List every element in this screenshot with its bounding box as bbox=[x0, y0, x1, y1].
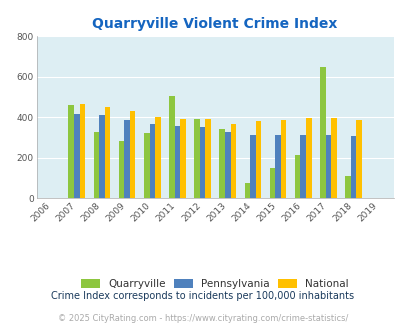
Bar bbox=[205, 119, 210, 198]
Bar bbox=[244, 183, 249, 198]
Bar bbox=[219, 129, 224, 198]
Bar bbox=[124, 120, 130, 198]
Bar bbox=[79, 104, 85, 198]
Bar bbox=[294, 154, 300, 198]
Bar bbox=[99, 115, 104, 198]
Bar bbox=[330, 117, 336, 198]
Bar bbox=[300, 135, 305, 198]
Bar bbox=[174, 126, 180, 198]
Bar bbox=[230, 124, 235, 198]
Text: Crime Index corresponds to incidents per 100,000 inhabitants: Crime Index corresponds to incidents per… bbox=[51, 291, 354, 301]
Bar bbox=[194, 119, 199, 198]
Bar bbox=[255, 121, 260, 198]
Bar bbox=[130, 112, 135, 198]
Bar bbox=[169, 96, 174, 198]
Bar bbox=[199, 127, 205, 198]
Bar bbox=[356, 120, 361, 198]
Bar bbox=[325, 135, 330, 198]
Bar bbox=[344, 176, 350, 198]
Bar bbox=[275, 135, 280, 198]
Bar bbox=[155, 116, 160, 198]
Bar bbox=[305, 117, 311, 198]
Bar bbox=[149, 124, 155, 198]
Bar bbox=[119, 141, 124, 198]
Legend: Quarryville, Pennsylvania, National: Quarryville, Pennsylvania, National bbox=[77, 275, 352, 293]
Title: Quarryville Violent Crime Index: Quarryville Violent Crime Index bbox=[92, 17, 337, 31]
Bar bbox=[319, 67, 325, 198]
Bar bbox=[144, 133, 149, 198]
Bar bbox=[269, 168, 275, 198]
Text: © 2025 CityRating.com - https://www.cityrating.com/crime-statistics/: © 2025 CityRating.com - https://www.city… bbox=[58, 314, 347, 323]
Bar bbox=[180, 119, 185, 198]
Bar bbox=[224, 132, 230, 198]
Bar bbox=[94, 132, 99, 198]
Bar bbox=[280, 120, 286, 198]
Bar bbox=[249, 135, 255, 198]
Bar bbox=[350, 136, 356, 198]
Bar bbox=[68, 105, 74, 198]
Bar bbox=[74, 114, 79, 198]
Bar bbox=[104, 107, 110, 198]
